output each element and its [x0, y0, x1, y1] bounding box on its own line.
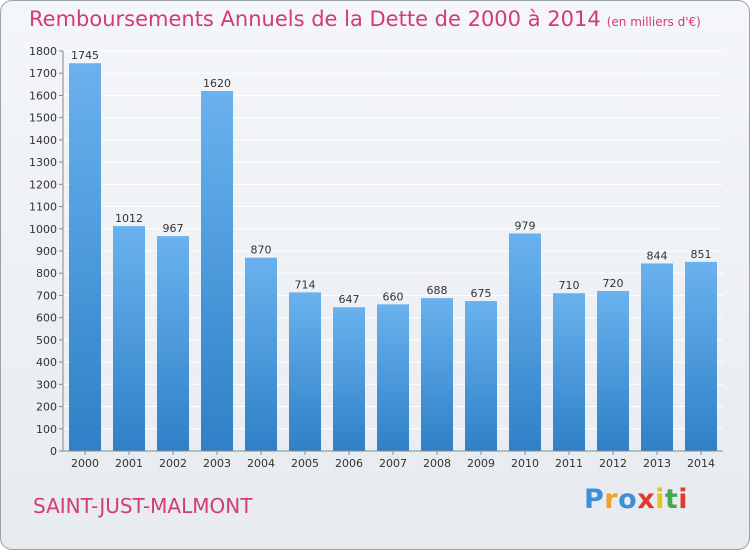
- x-tick-label: 2012: [599, 457, 627, 470]
- logo-letter: r: [604, 484, 619, 515]
- data-label: 714: [295, 278, 316, 291]
- y-tick-label: 900: [36, 245, 57, 258]
- x-tick-label: 2007: [379, 457, 407, 470]
- y-tick-label: 600: [36, 312, 57, 325]
- data-label: 967: [163, 222, 184, 235]
- data-label: 1620: [203, 77, 231, 90]
- y-tick-label: 700: [36, 289, 57, 302]
- bar-2013: [641, 263, 673, 451]
- y-tick-label: 300: [36, 378, 57, 391]
- data-label: 1745: [71, 49, 99, 62]
- bar-2011: [553, 293, 585, 451]
- y-tick-label: 1300: [29, 156, 57, 169]
- y-tick-label: 1600: [29, 89, 57, 102]
- data-label: 660: [383, 290, 404, 303]
- town-name: SAINT-JUST-MALMONT: [33, 494, 253, 518]
- y-tick-label: 1400: [29, 134, 57, 147]
- bar-2007: [377, 304, 409, 451]
- bar-2014: [685, 261, 717, 451]
- proxiti-logo: Proxiti: [584, 484, 688, 515]
- y-tick-label: 400: [36, 356, 57, 369]
- data-label: 710: [559, 279, 580, 292]
- data-label: 851: [691, 248, 712, 261]
- x-tick-label: 2004: [247, 457, 275, 470]
- y-tick-label: 1500: [29, 112, 57, 125]
- x-tick-label: 2008: [423, 457, 451, 470]
- bar-2008: [421, 298, 453, 451]
- x-tick-label: 2003: [203, 457, 231, 470]
- data-label: 979: [515, 219, 536, 232]
- bar-2010: [509, 233, 541, 451]
- y-tick-label: 1700: [29, 67, 57, 80]
- y-tick-label: 100: [36, 423, 57, 436]
- bar-2012: [597, 291, 629, 451]
- x-tick-label: 2009: [467, 457, 495, 470]
- bar-2009: [465, 301, 497, 451]
- logo-letter: P: [584, 484, 605, 515]
- y-tick-label: 500: [36, 334, 57, 347]
- y-tick-label: 1800: [29, 45, 57, 58]
- y-tick-label: 800: [36, 267, 57, 280]
- x-tick-label: 2005: [291, 457, 319, 470]
- x-tick-label: 2014: [687, 457, 715, 470]
- y-tick-label: 200: [36, 401, 57, 414]
- bar-2001: [113, 226, 145, 451]
- data-label: 688: [427, 284, 448, 297]
- bar-2004: [245, 257, 277, 451]
- data-label: 647: [339, 293, 360, 306]
- chart-title-text: Remboursements Annuels de la Dette de 20…: [29, 7, 601, 31]
- logo-letter: t: [664, 484, 679, 515]
- x-tick-label: 2006: [335, 457, 363, 470]
- logo-letter: i: [678, 484, 689, 515]
- data-label: 720: [603, 277, 624, 290]
- data-label: 844: [647, 249, 668, 262]
- x-tick-label: 2010: [511, 457, 539, 470]
- y-tick-label: 1100: [29, 201, 57, 214]
- logo-letter: i: [655, 484, 665, 515]
- x-tick-label: 2002: [159, 457, 187, 470]
- y-tick-label: 0: [50, 445, 57, 458]
- bar-2006: [333, 307, 365, 451]
- logo-letter: o: [618, 484, 638, 515]
- y-tick-label: 1000: [29, 223, 57, 236]
- bar-2000: [69, 63, 101, 451]
- chart-title: Remboursements Annuels de la Dette de 20…: [29, 7, 701, 31]
- data-label: 870: [251, 244, 272, 257]
- x-tick-label: 2011: [555, 457, 583, 470]
- chart-subtitle: (en milliers d'€): [606, 15, 701, 29]
- x-tick-label: 2001: [115, 457, 143, 470]
- data-label: 675: [471, 287, 492, 300]
- bar-2003: [201, 91, 233, 451]
- logo-letter: x: [637, 484, 656, 515]
- data-label: 1012: [115, 212, 143, 225]
- x-tick-label: 2013: [643, 457, 671, 470]
- x-tick-label: 2000: [71, 457, 99, 470]
- bar-2005: [289, 292, 321, 451]
- bar-2002: [157, 236, 189, 451]
- y-tick-label: 1200: [29, 178, 57, 191]
